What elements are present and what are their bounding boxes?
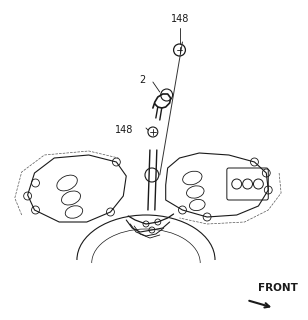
Text: 2: 2 — [140, 75, 146, 85]
Text: 148: 148 — [171, 14, 190, 24]
Text: FRONT: FRONT — [258, 283, 298, 293]
Text: 148: 148 — [115, 125, 133, 135]
